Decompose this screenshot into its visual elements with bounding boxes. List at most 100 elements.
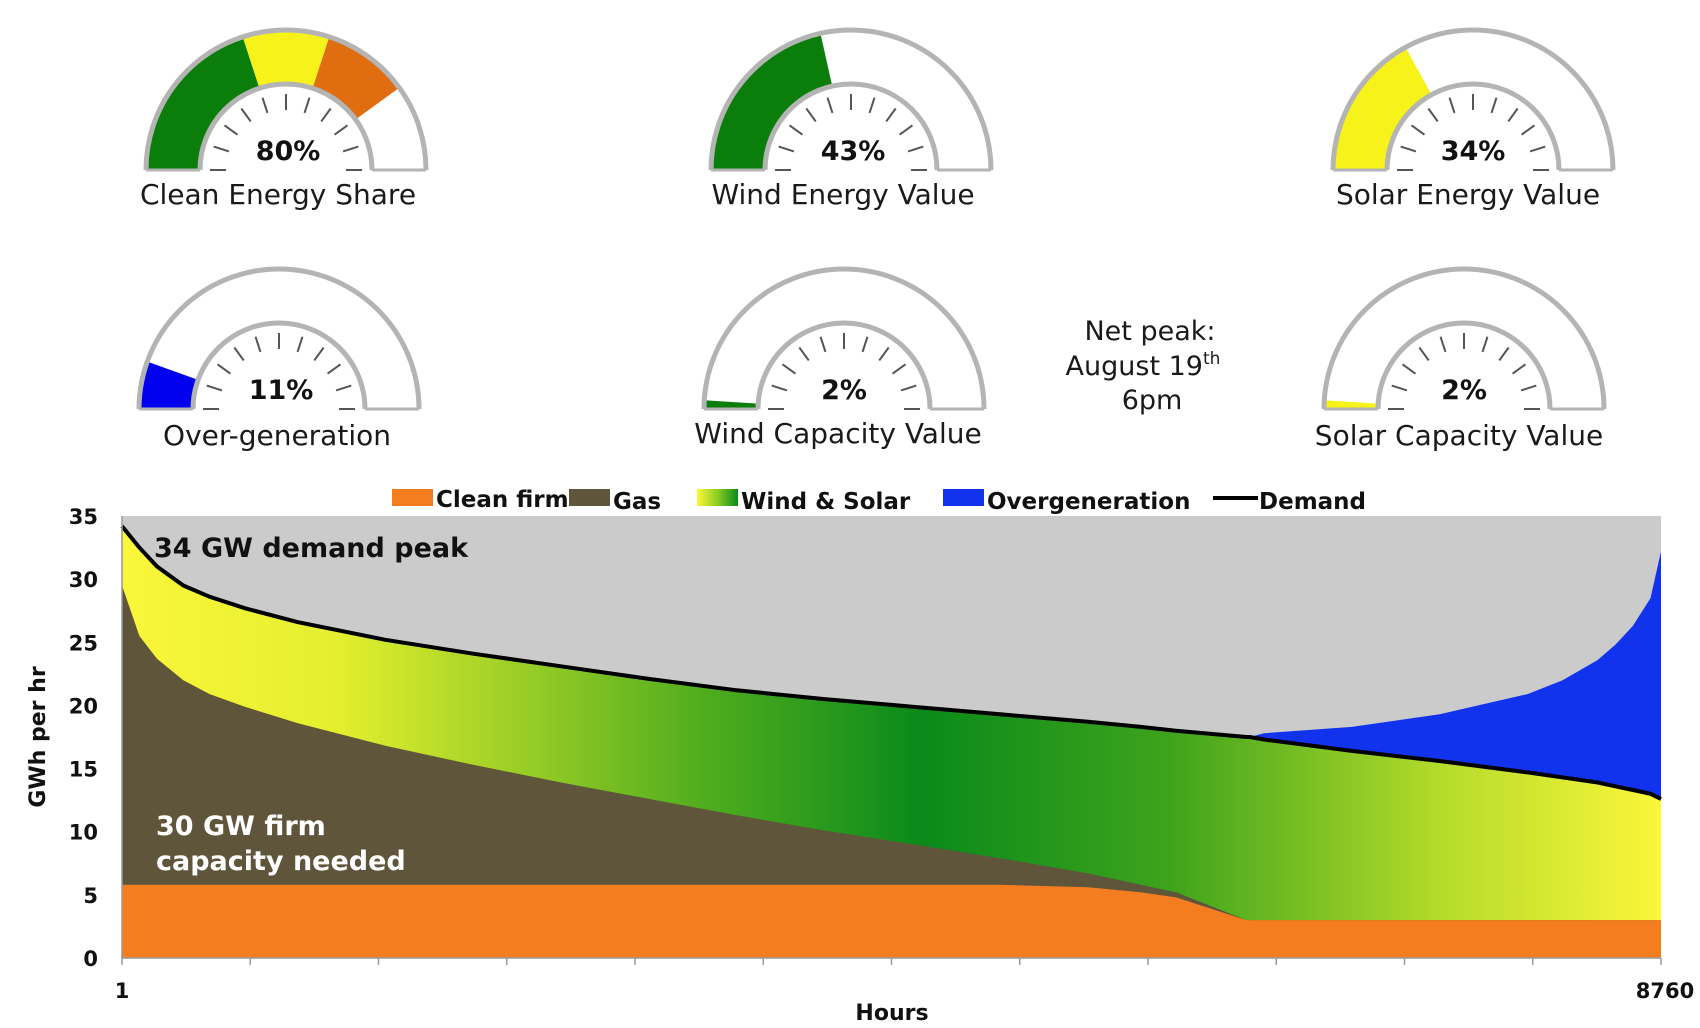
gauge-tick	[320, 107, 332, 123]
annotation-firm-capacity: 30 GW firm capacity needed	[156, 811, 406, 877]
gauge-value: 11%	[249, 375, 314, 406]
gas-area	[122, 585, 1661, 958]
gauge-inner-rim	[197, 81, 375, 171]
legend-swatch-gas	[569, 489, 610, 506]
gauge-tick	[781, 363, 797, 375]
x-axis-title: Hours	[855, 1001, 928, 1026]
gauge-tick	[1481, 336, 1489, 353]
gauge-value: 34%	[1441, 136, 1506, 167]
gauge-tick	[885, 107, 897, 123]
gauge-label: Solar Energy Value	[1336, 178, 1600, 211]
gauge-tick	[878, 346, 890, 362]
gauge-tick	[223, 124, 239, 136]
gauge-outer-rim	[701, 266, 987, 410]
gauge-inner-rim	[755, 320, 933, 410]
gauge-tick	[1418, 346, 1430, 362]
y-tick-label: 5	[83, 884, 98, 908]
gauge-tick	[233, 346, 245, 362]
clean-firm-area	[122, 884, 1661, 958]
gauge-tick	[907, 145, 924, 153]
net-peak-line2: August 19th	[1066, 349, 1221, 382]
gauge-value: 2%	[821, 375, 867, 406]
gauge-tick	[900, 384, 917, 392]
gauge-tick	[771, 384, 788, 392]
gauge-value: 80%	[256, 136, 321, 167]
legend-label-gas: Gas	[613, 489, 661, 515]
y-tick-label: 10	[69, 821, 98, 845]
gauge-tick	[1511, 363, 1527, 375]
gauge-tick	[1490, 97, 1498, 114]
gauge-outer-rim	[136, 266, 422, 410]
gauge-label: Clean Energy Share	[140, 178, 416, 211]
gauge-tick	[1498, 346, 1510, 362]
legend-label-demand: Demand	[1259, 489, 1366, 515]
gauge-inner-rim	[762, 81, 940, 171]
gauge-tick	[1410, 124, 1426, 136]
gauge-tick	[1401, 363, 1417, 375]
gauge-tick	[1427, 107, 1439, 123]
y-tick-label: 25	[69, 631, 98, 655]
gauge-tick	[1507, 107, 1519, 123]
gauge-fill-segment	[1333, 47, 1432, 170]
gauge-tick	[788, 124, 804, 136]
y-tick-label: 35	[69, 505, 98, 529]
gauge-tick	[826, 97, 834, 114]
gauge-label: Wind Capacity Value	[694, 417, 981, 450]
demand-line	[120, 524, 1662, 801]
legend-swatch-clean-firm	[392, 489, 433, 506]
legend-label-wind-solar: Wind & Solar	[741, 489, 911, 515]
gauge-tick	[313, 346, 325, 362]
gauge-fill-segment	[139, 361, 199, 409]
y-tick-label: 20	[69, 694, 98, 718]
legend-swatch-overgeneration	[943, 489, 984, 506]
net-peak-line3: 6pm	[1122, 385, 1183, 416]
gauge-tick	[261, 97, 269, 114]
gauge-tick	[342, 145, 359, 153]
gauge-tick	[898, 124, 914, 136]
gauge-label: Over-generation	[163, 419, 391, 452]
net-peak-line1: Net peak:	[1084, 316, 1215, 347]
gauge-tick	[303, 97, 311, 114]
gauge-tick	[216, 363, 232, 375]
gauge-fill-segment	[704, 400, 759, 409]
gauge-tick	[254, 336, 262, 353]
net-peak-note: Net peak: August 19th 6pm	[1066, 316, 1221, 416]
gauge-over-generation: 11% Over-generation	[136, 266, 422, 452]
y-tick-label: 0	[83, 947, 98, 971]
gauge-tick	[805, 107, 817, 123]
annotation-line: capacity needed	[156, 846, 406, 877]
legend-swatch-wind-solar	[697, 489, 738, 506]
gauge-solar-energy-value: 34% Solar Energy Value	[1330, 27, 1616, 211]
chart-legend: Clean firm Gas Wind & Solar Overgenerati…	[392, 487, 1366, 515]
gauge-fill-segment	[146, 36, 260, 171]
annotation-line: 30 GW firm	[156, 811, 326, 842]
gauge-tick	[819, 336, 827, 353]
annotation-demand-peak: 34 GW demand peak	[154, 533, 469, 564]
gauge-tick	[778, 145, 795, 153]
gauge-outer-rim	[143, 27, 429, 171]
gauge-value: 43%	[821, 136, 886, 167]
y-axis-title: GWh per hr	[26, 666, 51, 807]
gauge-label: Solar Capacity Value	[1315, 419, 1603, 452]
gauge-outer-rim	[708, 27, 994, 171]
x-tick-label-start: 1	[115, 979, 130, 1003]
gauge-outer-rim	[1330, 27, 1616, 171]
gauge-tick	[1400, 145, 1417, 153]
x-axis: 1 8760	[115, 957, 1694, 1003]
gauge-fill-segment	[711, 33, 833, 171]
gauge-tick	[1520, 384, 1537, 392]
gauge-tick	[213, 145, 230, 153]
gauge-solar-capacity-value: 2% Solar Capacity Value	[1315, 266, 1607, 452]
gauge-tick	[1520, 124, 1536, 136]
legend-label-overgeneration: Overgeneration	[987, 489, 1190, 515]
gauge-tick	[861, 336, 869, 353]
gauge-fill-segment	[242, 30, 330, 89]
gauge-fill-segment	[1324, 400, 1379, 409]
load-duration-chart: 0 5 10 15 20 25 30 35 1 8760 34 GW demand peak 3…	[26, 505, 1694, 1026]
gauge-tick	[206, 384, 223, 392]
gauge-tick	[1391, 384, 1408, 392]
gauge-outer-rim	[1321, 266, 1607, 410]
gauge-clean-energy-share: 80% Clean Energy Share	[140, 27, 429, 211]
gauge-inner-rim	[190, 320, 368, 410]
